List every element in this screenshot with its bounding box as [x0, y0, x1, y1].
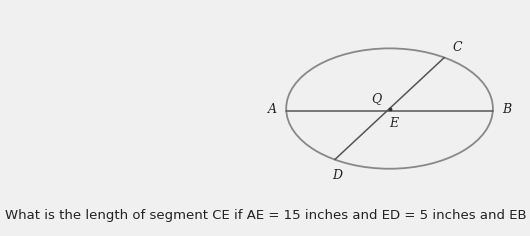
Text: C: C: [452, 41, 462, 54]
Text: B: B: [502, 103, 511, 116]
Text: D: D: [332, 169, 342, 182]
Text: A: A: [268, 103, 277, 116]
Text: E: E: [389, 117, 398, 131]
Text: What is the length of segment CE if AE = 15 inches and ED = 5 inches and EB = 3 : What is the length of segment CE if AE =…: [5, 209, 530, 222]
Text: Q: Q: [371, 93, 382, 106]
